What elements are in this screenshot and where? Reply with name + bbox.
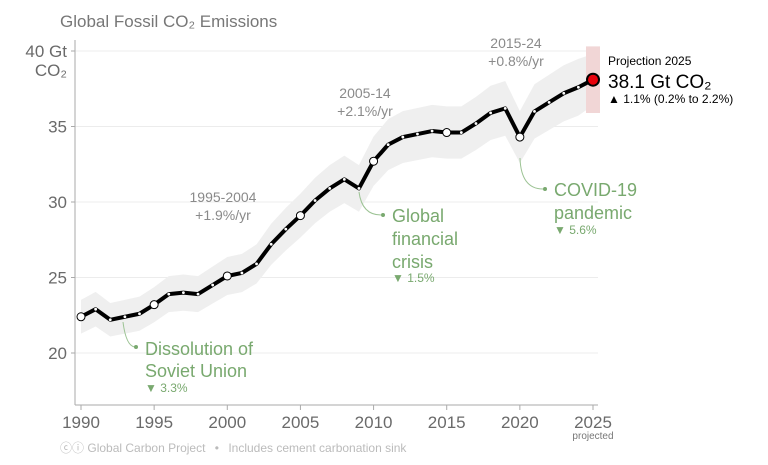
data-point [533,110,536,113]
data-point-highlight [369,156,379,166]
projection-point [586,72,600,87]
data-point [123,315,127,319]
x-tick-label: 2020 [501,413,539,432]
data-point [255,262,258,266]
data-point [211,283,215,287]
annotation-leader-soviet [122,321,136,348]
data-point-highlight [222,271,232,281]
data-point [503,106,507,110]
data-point [182,291,185,294]
emissions-line [80,77,594,322]
y-tick-label: 25 [48,269,67,288]
data-point [328,187,332,190]
x-tick-label: 2025 [574,413,612,432]
annotation-covid-line2: pandemic [554,203,632,223]
data-point [138,312,141,316]
data-point-highlight [149,300,159,310]
x-tick-note-projected: projected [572,431,613,442]
data-point [489,111,492,115]
data-point [386,143,390,147]
period-label-2005-14: 2005-14 [339,85,391,101]
data-point [474,122,478,125]
data-point [167,292,171,296]
data-point [562,91,566,95]
data-point [547,100,551,104]
annotation-dot-financial [381,213,385,217]
annotation-leader-financial [358,191,382,216]
footer-source: Global Carbon Project [87,441,206,455]
data-point [94,307,98,311]
chart-title: Global Fossil CO₂ Emissions [60,12,277,31]
data-point-highlight [515,132,525,142]
period-label-1995-2004: 1995-2004 [190,189,257,205]
data-point-highlight [295,211,305,221]
cc-by-license-icon: ⓒⓘ [60,441,84,455]
data-point-highlight [76,312,86,322]
footer-note: Includes cement carbonation sink [228,441,407,455]
annotation-dot-soviet [134,345,138,349]
data-point-highlight [442,128,452,138]
y-tick-label: 40 Gt [25,42,67,61]
data-points [76,72,600,322]
data-point [401,135,405,139]
annotation-covid-change: ▼ 5.6% [554,223,597,237]
data-point [108,318,112,322]
data-point [416,132,419,136]
annotation-soviet-line2: Soviet Union [145,361,247,381]
data-point [240,271,244,275]
x-ticks: 1990 1995 2000 2005 2010 2015 2020 2025 [62,405,612,432]
y-ticks: 40 Gt 35 30 25 20 [25,42,75,363]
y-tick-label: 20 [48,344,67,363]
footer: ⓒⓘ Global Carbon Project • Includes ceme… [60,441,407,455]
annotation-soviet-change: ▼ 3.3% [145,381,188,395]
annotation-soviet-line1: Dissolution of [145,339,254,359]
x-tick-label: 1995 [135,413,173,432]
period-rate-2005-14: +2.1%/yr [337,103,393,119]
data-point [459,131,463,134]
period-label-2015-24: 2015-24 [490,35,542,51]
x-tick-label: 2000 [208,413,246,432]
x-tick-label: 2010 [355,413,393,432]
period-rate-2015-24: +0.8%/yr [488,53,544,69]
annotation-financial-line1: Global [392,206,444,226]
data-point [576,85,580,89]
uncertainty-band [81,53,593,337]
annotation-leader-covid [519,157,544,190]
annotation-covid-line1: COVID-19 [554,180,637,200]
data-point [430,129,434,133]
y-tick-label: 30 [48,193,67,212]
data-point [342,177,346,181]
data-point [284,227,288,231]
data-point [269,242,273,246]
projection-heading: Projection 2025 [608,54,692,68]
x-tick-label: 1990 [62,413,100,432]
period-rate-1995-2004: +1.9%/yr [195,207,251,223]
annotation-financial-change: ▼ 1.5% [392,271,435,285]
x-tick-label: 2005 [282,413,320,432]
annotation-financial-line2: financial [392,229,458,249]
x-tick-label: 2015 [428,413,466,432]
data-point [313,199,317,202]
projection-change: ▲ 1.1% (0.2% to 2.2%) [608,92,733,106]
data-point [357,187,361,190]
annotation-dot-covid [543,187,547,191]
annotation-financial-line3: crisis [392,252,433,272]
data-point [196,292,200,296]
y-unit-label: CO₂ [35,61,67,80]
y-tick-label: 35 [48,118,67,137]
footer-separator: • [215,441,219,455]
projection-value: 38.1 Gt CO₂ [608,72,711,93]
